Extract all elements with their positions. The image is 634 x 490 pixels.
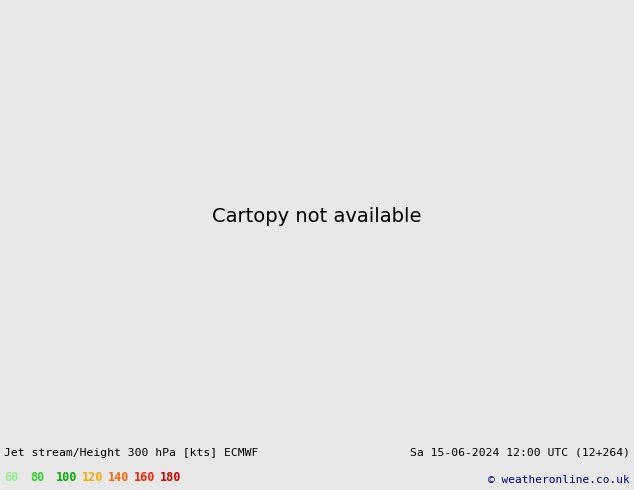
Text: 180: 180	[160, 471, 181, 485]
Text: 120: 120	[82, 471, 103, 485]
Text: 160: 160	[134, 471, 155, 485]
Text: 80: 80	[30, 471, 44, 485]
Text: 60: 60	[4, 471, 18, 485]
Text: 140: 140	[108, 471, 129, 485]
Text: 100: 100	[56, 471, 77, 485]
Text: © weatheronline.co.uk: © weatheronline.co.uk	[488, 475, 630, 485]
Text: Cartopy not available: Cartopy not available	[212, 207, 422, 226]
Text: Sa 15-06-2024 12:00 UTC (12+264): Sa 15-06-2024 12:00 UTC (12+264)	[410, 448, 630, 458]
Text: Jet stream/Height 300 hPa [kts] ECMWF: Jet stream/Height 300 hPa [kts] ECMWF	[4, 448, 259, 458]
